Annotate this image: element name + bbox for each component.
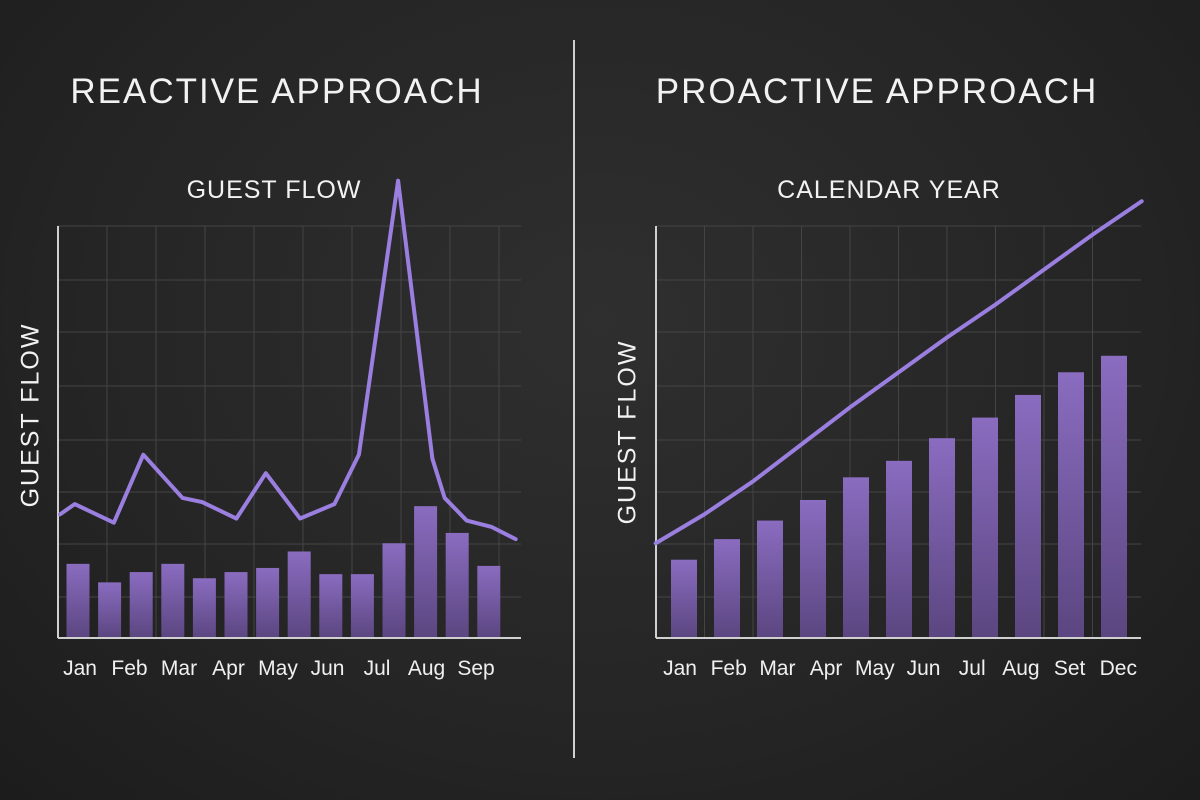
proactive-subtitle: CALENDAR YEAR [777, 176, 1001, 204]
bar [98, 582, 122, 638]
proactive-chart: Jan Feb Mar Apr May Jun Jul Aug Set Dec [653, 199, 1144, 680]
line-series [58, 178, 518, 542]
proactive-title: PROACTIVE APPROACH [655, 72, 1099, 111]
bar [414, 506, 438, 638]
x-tick-label: Jan [63, 657, 97, 680]
x-tick-label: May [855, 657, 895, 680]
x-tick-label: Feb [711, 657, 747, 680]
x-tick-label: Apr [212, 657, 245, 680]
bar [800, 499, 826, 638]
bar-series [671, 355, 1127, 638]
reactive-chart: Jan Feb Mar Apr May Jun Jul Aug Sep [57, 178, 521, 680]
x-tick-label: Mar [161, 657, 197, 680]
reactive-title: REACTIVE APPROACH [70, 72, 484, 111]
x-tick-label: Jul [364, 657, 391, 680]
reactive-subtitle: GUEST FLOW [186, 176, 362, 204]
x-tick-label: Set [1054, 657, 1086, 680]
bar [1015, 394, 1041, 638]
bar [886, 460, 912, 638]
bar [843, 477, 869, 638]
x-tick-label: Sep [457, 657, 494, 680]
x-tick-label: Aug [408, 657, 445, 680]
bar [287, 551, 311, 638]
panel-divider [573, 40, 575, 758]
x-tick-label: Jan [663, 657, 697, 680]
bar [1058, 372, 1084, 638]
bar [66, 563, 90, 638]
bar [929, 438, 955, 638]
bar [671, 559, 697, 638]
bar [1101, 355, 1127, 638]
bar [192, 578, 216, 638]
x-tick-label: Mar [759, 657, 795, 680]
x-tick-label: May [258, 657, 298, 680]
x-tick-labels: Jan Feb Mar Apr May Jun Jul Aug Set Dec [663, 657, 1137, 680]
reactive-panel: REACTIVE APPROACH GUEST FLOW GUEST FLOW … [0, 0, 575, 800]
x-tick-label: Jun [311, 657, 345, 680]
proactive-panel: PROACTIVE APPROACH CALENDAR YEAR GUEST F… [575, 0, 1200, 800]
bar [224, 572, 248, 638]
x-tick-label: Apr [810, 657, 843, 680]
bar-series [66, 506, 501, 638]
bar [972, 417, 998, 638]
x-tick-label: Feb [111, 657, 147, 680]
x-tick-label: Jul [959, 657, 986, 680]
x-tick-label: Aug [1002, 657, 1039, 680]
bar [350, 574, 374, 638]
bar [714, 539, 740, 638]
x-tick-labels: Jan Feb Mar Apr May Jun Jul Aug Sep [63, 657, 495, 680]
line-series [653, 199, 1144, 546]
bar [757, 520, 783, 638]
bar [445, 532, 469, 638]
bar [477, 565, 501, 638]
x-tick-label: Jun [907, 657, 941, 680]
bar [319, 574, 343, 638]
x-tick-label: Dec [1100, 657, 1137, 680]
bar [256, 567, 280, 638]
bar [382, 543, 406, 638]
bar [161, 563, 185, 638]
bar [129, 572, 153, 638]
